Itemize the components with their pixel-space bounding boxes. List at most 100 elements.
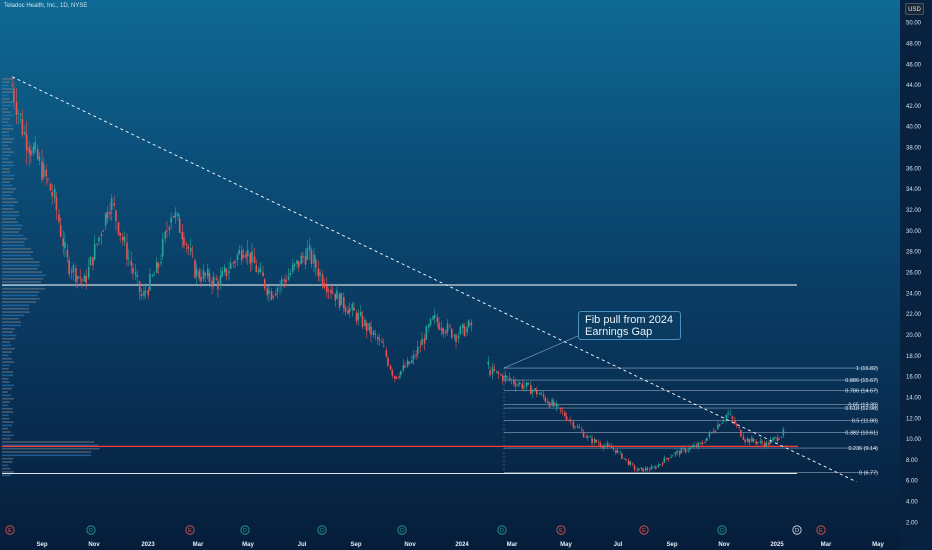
y-axis[interactable]: 50.00 48.00 46.00 44.00 42.00 40.00 38.00 36.00… (900, 0, 932, 550)
candle-body (568, 419, 570, 421)
candle-body (236, 254, 239, 261)
candle-body (587, 436, 589, 438)
trendline[interactable] (12, 76, 857, 483)
candle-body (438, 322, 440, 330)
candle-body (166, 230, 168, 232)
horizontal-lines[interactable] (2, 284, 798, 474)
annotation-callout[interactable]: Fib pull from 2024 Earnings Gap (578, 311, 681, 340)
candle-body (75, 268, 77, 282)
candle-body (489, 370, 491, 376)
candle-body (172, 215, 175, 218)
candle-body (412, 354, 415, 360)
volume-bar (2, 331, 14, 333)
candle-body (178, 218, 181, 233)
event-marker-ring (86, 525, 96, 535)
candle-body (198, 270, 201, 279)
candle-body (102, 230, 104, 232)
candle-body (544, 397, 547, 402)
volume-bar (2, 211, 19, 213)
candle-body (127, 258, 130, 260)
volume-bar (2, 314, 25, 317)
candle-body (92, 256, 94, 266)
candle-body (629, 461, 632, 465)
volume-bar (2, 134, 10, 137)
candle-body (372, 331, 375, 336)
fib-retracement[interactable]: 1 (16.82) 0.886 (15.67) 0.786 (14.67) 0.65 … (503, 334, 878, 477)
candle-body (564, 412, 566, 417)
candle-body (710, 432, 712, 433)
candle-body (164, 231, 167, 239)
candle-body (297, 261, 300, 267)
candle-body (636, 469, 638, 471)
volume-bar (2, 394, 12, 397)
candle-body (147, 290, 150, 296)
volume-bar (2, 464, 9, 467)
x-tick-label: 2023 (141, 542, 155, 548)
candle-body (119, 232, 121, 236)
candle-body (776, 437, 779, 442)
candle-body (121, 236, 124, 240)
candle-body (700, 442, 702, 444)
volume-bar (2, 241, 25, 243)
candle-body (470, 322, 473, 326)
candle-body (300, 255, 303, 265)
candle-body (527, 382, 530, 385)
volume-bar (2, 251, 34, 253)
candle-body (640, 467, 643, 469)
candle-body (589, 436, 592, 438)
y-tick-label: 26.00 (906, 271, 922, 277)
candle-body (450, 329, 453, 338)
event-marker-ring (240, 525, 250, 535)
candle-body (149, 273, 151, 291)
candle-body (632, 463, 634, 465)
volume-bar (2, 287, 46, 290)
candle-body (655, 466, 657, 469)
candle-body (421, 338, 423, 346)
event-marker-ring (717, 525, 727, 535)
candle-body (553, 402, 555, 407)
volume-bar (2, 377, 9, 380)
candle-body (266, 287, 269, 296)
volume-bar (2, 171, 10, 173)
x-tick-label: Jul (614, 542, 623, 548)
x-tick-label: May (242, 542, 254, 548)
candle-body (604, 445, 606, 447)
x-tick-label: May (872, 542, 884, 548)
volume-bar (2, 78, 14, 80)
y-tick-label: 12.00 (906, 416, 922, 422)
candle-body (283, 279, 286, 281)
candle-body (229, 263, 232, 269)
volume-bar (2, 431, 11, 433)
currency-badge[interactable]: USD (905, 3, 924, 15)
volume-bar (2, 337, 16, 340)
volume-bar (2, 264, 40, 267)
volume-bar (2, 178, 14, 180)
y-tick-label: 36.00 (906, 166, 922, 172)
candle-body (585, 436, 587, 438)
candle-body (752, 439, 755, 442)
candle-body (206, 269, 209, 277)
volume-bar (2, 91, 13, 93)
volume-bar (2, 234, 24, 237)
y-tick-label: 40.00 (906, 125, 922, 131)
candle-body (684, 448, 687, 453)
event-marker-ring (816, 525, 826, 535)
candle-body (319, 272, 321, 276)
candle-body (304, 256, 307, 265)
candle-body (132, 267, 134, 273)
candle-body (729, 414, 732, 415)
volume-bar (2, 384, 14, 387)
candle-body (576, 426, 579, 428)
candle-body (432, 316, 434, 320)
candle-body (621, 453, 623, 459)
x-axis[interactable]: Sep Nov 2023 Mar May Jul Sep Nov 2024 Mar May Jul Se… (36, 542, 884, 548)
candle-body (123, 236, 126, 242)
candle-body (591, 438, 593, 444)
candle-body (404, 365, 406, 368)
candle-body (183, 237, 185, 246)
candle-body (215, 278, 218, 280)
candle-body (429, 318, 432, 326)
